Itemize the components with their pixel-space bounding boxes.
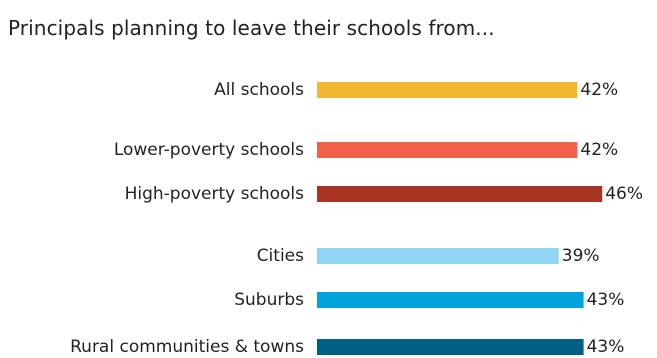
bar <box>317 82 578 98</box>
bar <box>317 248 559 264</box>
category-label: Suburbs <box>234 290 304 310</box>
data-label: 42% <box>580 140 618 160</box>
data-label: 43% <box>587 290 625 310</box>
category-label: Rural communities & towns <box>70 337 304 357</box>
chart-title: Principals planning to leave their schoo… <box>8 16 495 40</box>
bar <box>317 142 578 158</box>
category-label: High-poverty schools <box>125 184 305 204</box>
category-label: Lower-poverty schools <box>114 140 304 160</box>
category-label: All schools <box>214 80 304 100</box>
bar <box>317 339 584 355</box>
data-label: 42% <box>580 80 618 100</box>
bar <box>317 186 603 202</box>
data-label: 39% <box>562 246 600 266</box>
bar <box>317 292 584 308</box>
category-label: Cities <box>257 246 304 266</box>
data-label: 43% <box>587 337 625 357</box>
data-label: 46% <box>605 184 643 204</box>
